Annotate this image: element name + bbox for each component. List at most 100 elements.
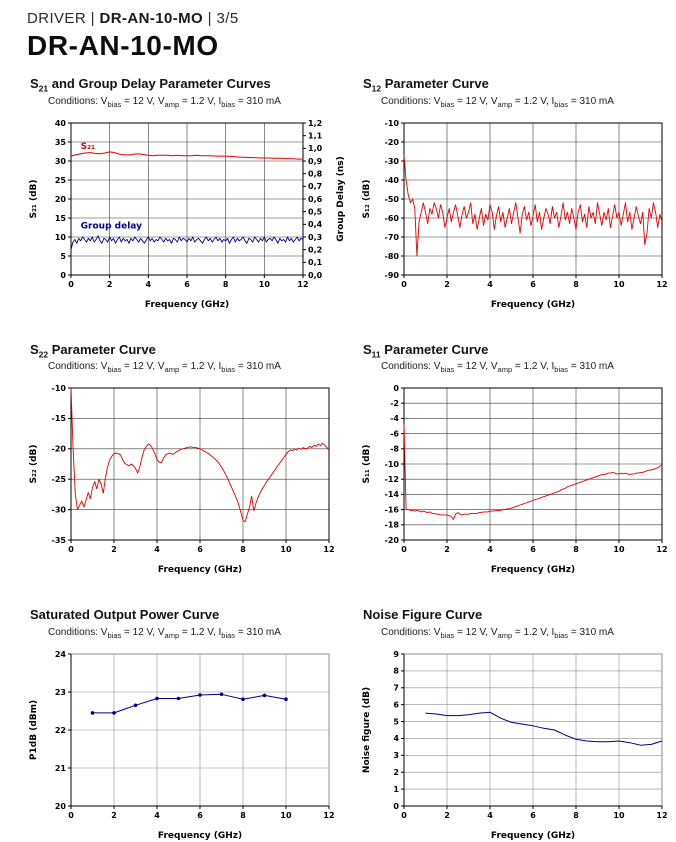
svg-text:25: 25 — [55, 175, 67, 184]
chart-block-s12: S12 Parameter Curve Conditions: Vbias = … — [360, 76, 676, 311]
svg-text:0,2: 0,2 — [308, 245, 322, 254]
svg-text:1,0: 1,0 — [308, 144, 323, 153]
svg-text:0,5: 0,5 — [308, 207, 323, 216]
svg-text:-4: -4 — [390, 414, 399, 423]
svg-text:12: 12 — [323, 811, 334, 820]
svg-text:6: 6 — [393, 700, 399, 709]
svg-text:0,1: 0,1 — [308, 258, 323, 267]
svg-text:9: 9 — [393, 650, 399, 659]
svg-text:6: 6 — [530, 280, 536, 289]
svg-text:5: 5 — [393, 717, 399, 726]
svg-text:-30: -30 — [52, 506, 67, 515]
svg-text:-30: -30 — [385, 156, 400, 165]
title-text: S — [30, 341, 39, 357]
title-text: Parameter Curve — [381, 76, 489, 91]
svg-text:0: 0 — [68, 811, 74, 820]
s12-plot: 0 2 4 6 8 10 12 -90 -80 -70 -60 -50 -40 -30 -20 -10 Freq… — [362, 118, 668, 309]
title-text: Parameter Curve — [380, 341, 489, 357]
svg-text:1,1: 1,1 — [308, 131, 323, 140]
chart-block-saturated-output-power: Saturated Output Power Curve Conditions:… — [27, 607, 360, 842]
svg-text:12: 12 — [656, 811, 667, 820]
svg-text:24: 24 — [55, 650, 67, 659]
svg-text:4: 4 — [393, 734, 399, 743]
svg-text:8: 8 — [223, 280, 229, 289]
svg-text:0,8: 0,8 — [308, 169, 323, 178]
title-text: and Group Delay Parameter Curves — [48, 76, 271, 91]
svg-text:4: 4 — [146, 280, 152, 289]
svg-text:0: 0 — [401, 280, 407, 289]
svg-text:30: 30 — [55, 156, 67, 165]
svg-text:0,4: 0,4 — [308, 220, 323, 229]
svg-text:-16: -16 — [385, 506, 400, 515]
s21-group-delay-plot: 0 2 4 6 8 10 12 0 5 10 15 20 25 30 35 40 0,0 0,1 0,2 0,3 0,4… — [29, 118, 346, 310]
svg-text:-35: -35 — [52, 536, 67, 545]
svg-text:6: 6 — [197, 545, 203, 554]
svg-text:4: 4 — [154, 545, 160, 554]
svg-text:Group delay: Group delay — [81, 221, 142, 231]
svg-text:12: 12 — [656, 545, 667, 554]
svg-text:8: 8 — [240, 811, 246, 820]
breadcrumb-model: DR-AN-10-MO — [99, 10, 204, 27]
svg-text:10: 10 — [280, 545, 292, 554]
svg-text:0: 0 — [393, 384, 399, 393]
svg-text:-2: -2 — [390, 399, 399, 408]
svg-text:21: 21 — [55, 764, 67, 773]
svg-text:12: 12 — [656, 280, 667, 289]
svg-text:0,3: 0,3 — [308, 232, 322, 241]
svg-text:-80: -80 — [385, 251, 400, 260]
svg-text:8: 8 — [573, 811, 579, 820]
title-subscript: 11 — [371, 349, 381, 360]
svg-text:6: 6 — [530, 545, 536, 554]
svg-text:6: 6 — [197, 811, 203, 820]
page-title: DR-AN-10-MO — [27, 30, 219, 61]
svg-text:-15: -15 — [52, 414, 67, 423]
svg-text:35: 35 — [55, 137, 67, 146]
svg-text:8: 8 — [393, 666, 399, 675]
chart-conditions: Conditions: Vbias = 12 V, Vamp = 1.2 V, … — [381, 361, 614, 375]
svg-text:20: 20 — [55, 802, 67, 811]
svg-text:2: 2 — [111, 811, 117, 820]
svg-text:12: 12 — [323, 545, 334, 554]
svg-text:40: 40 — [55, 118, 67, 127]
svg-text:Frequency (GHz): Frequency (GHz) — [145, 300, 229, 310]
breadcrumb: DRIVER | DR-AN-10-MO | 3/5 — [27, 10, 670, 27]
svg-text:0: 0 — [401, 545, 407, 554]
chart-conditions: Conditions: Vbias = 12 V, Vamp = 1.2 V, … — [48, 361, 281, 375]
svg-text:8: 8 — [240, 545, 246, 554]
svg-text:-14: -14 — [385, 490, 400, 499]
breadcrumb-category: DRIVER | — [27, 10, 100, 27]
title-text: Saturated Output Power Curve — [30, 607, 220, 623]
svg-text:0: 0 — [60, 270, 66, 279]
svg-text:1,2: 1,2 — [308, 118, 322, 127]
svg-text:-90: -90 — [385, 270, 400, 279]
svg-text:S₂₁ (dB): S₂₁ (dB) — [29, 179, 39, 218]
svg-text:5: 5 — [60, 251, 66, 260]
svg-text:-50: -50 — [385, 194, 400, 203]
title-text: S — [363, 341, 372, 357]
chart-title-s22: S22 Parameter Curve — [30, 342, 360, 360]
title-text: S — [363, 76, 372, 91]
chart-block-noise-figure: Noise Figure Curve Conditions: Vbias = 1… — [360, 607, 676, 842]
svg-text:-20: -20 — [52, 445, 67, 454]
chart-title-s11: S11 Parameter Curve — [363, 342, 676, 360]
svg-text:Frequency (GHz): Frequency (GHz) — [158, 831, 242, 841]
chart-title-noise-figure: Noise Figure Curve — [363, 607, 676, 625]
svg-text:0,0: 0,0 — [308, 270, 323, 279]
svg-text:4: 4 — [154, 811, 160, 820]
chart-title-s12: S12 Parameter Curve — [363, 76, 676, 94]
svg-text:2: 2 — [444, 545, 450, 554]
svg-text:-10: -10 — [385, 460, 400, 469]
svg-text:3: 3 — [393, 751, 399, 760]
chart-conditions: Conditions: Vbias = 12 V, Vamp = 1.2 V, … — [381, 626, 614, 640]
svg-text:-20: -20 — [385, 137, 400, 146]
svg-text:0: 0 — [68, 280, 74, 289]
svg-text:22: 22 — [55, 726, 66, 735]
svg-text:S₂₁: S₂₁ — [81, 141, 95, 151]
svg-text:-12: -12 — [385, 475, 399, 484]
svg-text:-18: -18 — [385, 521, 400, 530]
svg-text:15: 15 — [55, 213, 67, 222]
title-subscript: 12 — [371, 83, 382, 94]
svg-text:4: 4 — [487, 811, 493, 820]
